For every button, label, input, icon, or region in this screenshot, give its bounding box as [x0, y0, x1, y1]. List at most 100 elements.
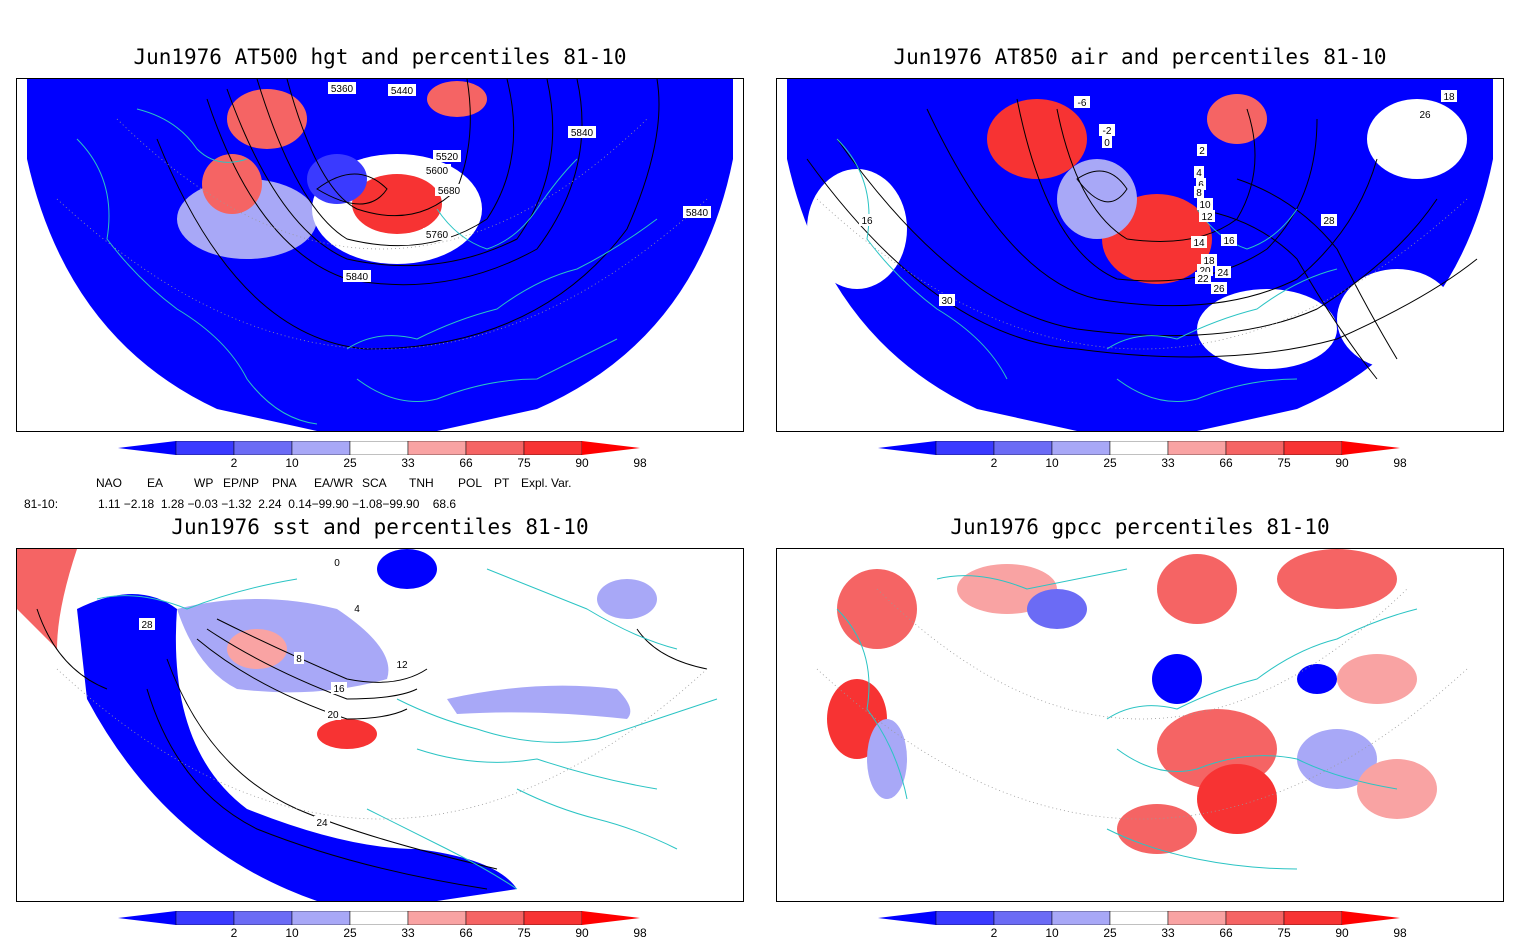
map-panel-gpcc	[776, 548, 1504, 902]
colorbar-segment	[291, 440, 351, 456]
colorbar-tick-label: 10	[285, 456, 299, 470]
colorbar-segment	[291, 910, 351, 926]
colorbar-segment	[175, 440, 235, 456]
svg-text:0: 0	[334, 558, 340, 569]
colorbar-arrow-high	[582, 911, 640, 925]
anomaly-neutral-blob	[1197, 289, 1337, 369]
panel-title-sst: Jun1976 sst and percentiles 81-10	[171, 515, 589, 539]
colorbar-tick-label: 90	[1335, 926, 1349, 940]
map-panel-hgt: 5360 5440 5520 5600 5680 5760 5840 5840 5840	[16, 78, 744, 432]
colorbar-segment	[1167, 440, 1227, 456]
colorbar-segment	[233, 910, 293, 926]
colorbar-segment	[1283, 910, 1343, 926]
contour-label: 5840	[568, 126, 596, 139]
map-panel-air: -6 -2 0 2 4 6 8 10 12 14 16 18 20 22 24 26 28 30 16 18 26	[776, 78, 1504, 432]
svg-text:8: 8	[296, 654, 302, 665]
contour-label: 5520	[433, 150, 461, 163]
height-contours	[156, 79, 660, 350]
map-gpcc-svg	[816, 549, 1468, 870]
colorbar-tick-label: 75	[517, 926, 531, 940]
map-sst-svg: 0 4 8 12 16 20 24 28	[17, 549, 718, 901]
svg-text:5760: 5760	[426, 230, 449, 241]
colorbar-segment	[407, 910, 467, 926]
svg-text:5520: 5520	[436, 152, 459, 163]
contour-label: 28	[1321, 214, 1337, 227]
indices-values: 1.11 −2.18 1.28 −0.03 −1.32 2.24 0.14−99…	[98, 497, 457, 511]
colorbar-tick-label: 75	[517, 456, 531, 470]
anomaly-high-blob	[427, 81, 487, 117]
contour-label: 26	[1211, 282, 1227, 295]
index-header: Expl. Var.	[521, 476, 572, 490]
colorbar-segment	[993, 440, 1053, 456]
contour-label: 5360	[328, 82, 356, 95]
anomaly-neutral-blob	[807, 169, 907, 289]
index-header: NAO	[96, 476, 123, 490]
panel-title-hgt: Jun1976 AT500 hgt and percentiles 81-10	[133, 45, 627, 69]
svg-text:5680: 5680	[438, 186, 461, 197]
anomaly-high-blob	[227, 629, 287, 669]
svg-text:20: 20	[327, 710, 339, 721]
colorbar-segment	[1051, 440, 1111, 456]
colorbar-svg	[878, 440, 1400, 456]
colorbar-air: 2 10 25 33 66 75 90 98	[878, 440, 1407, 472]
panel-title-gpcc: Jun1976 gpcc percentiles 81-10	[950, 515, 1330, 539]
contour-label: 16	[331, 682, 347, 695]
colorbar-tick-label: 90	[575, 456, 589, 470]
colorbar-arrow-high	[1342, 441, 1400, 455]
contour-label: -6	[1074, 96, 1090, 109]
svg-text:10: 10	[1199, 200, 1211, 211]
contour-label: 4	[1194, 166, 1204, 179]
colorbar-segment	[1225, 440, 1285, 456]
anomaly-high-blob	[227, 89, 307, 149]
index-header: SCA	[362, 476, 387, 490]
index-header: POL	[458, 476, 483, 490]
colorbar-tick-label: 2	[990, 456, 998, 470]
contour-label: 30	[939, 294, 955, 307]
contour-label: 28	[139, 618, 155, 631]
colorbar-arrow-low	[878, 911, 936, 925]
colorbar-segment	[523, 910, 583, 926]
colorbar-tick-label: 25	[343, 456, 357, 470]
colorbar-tick-label: 25	[1103, 456, 1117, 470]
colorbar-arrow-low	[878, 441, 936, 455]
contour-label: 22	[1195, 272, 1211, 285]
index-header: TNH	[409, 476, 434, 490]
svg-text:16: 16	[1223, 236, 1235, 247]
panel-title-air: Jun1976 AT850 air and percentiles 81-10	[893, 45, 1387, 69]
colorbar-tick-label: 98	[1393, 456, 1407, 470]
colorbar-segment	[465, 910, 525, 926]
colorbar-tick-label: 10	[1045, 456, 1059, 470]
colorbar-tick-label: 90	[1335, 456, 1349, 470]
colorbar-tick-label: 33	[401, 926, 415, 940]
colorbar-segment	[993, 910, 1053, 926]
svg-text:24: 24	[316, 818, 328, 829]
index-header: EA	[147, 476, 164, 490]
anomaly-high-blob	[317, 719, 377, 749]
map-panel-sst: 0 4 8 12 16 20 24 28	[16, 548, 744, 902]
map-hgt-svg: 5360 5440 5520 5600 5680 5760 5840 5840 5840	[27, 79, 733, 431]
temperature-contours	[806, 98, 1478, 380]
svg-text:12: 12	[396, 660, 408, 671]
contour-label: 20	[325, 708, 341, 721]
colorbar-svg	[118, 910, 640, 926]
colorbar-segment	[1225, 910, 1285, 926]
svg-text:24: 24	[1217, 268, 1229, 279]
contour-label: 10	[1197, 198, 1213, 211]
index-header: EP/NP	[223, 476, 260, 490]
contour-label: 5760	[423, 228, 451, 241]
contour-label: 0	[332, 556, 342, 569]
colorbar-tick-label: 90	[575, 926, 589, 940]
svg-text:12: 12	[1201, 212, 1213, 223]
colorbar-svg	[118, 440, 640, 456]
coastlines	[836, 568, 1418, 870]
svg-text:18: 18	[1443, 92, 1455, 103]
colorbar-segment	[233, 440, 293, 456]
svg-text:6: 6	[1198, 180, 1204, 191]
contour-label: 5680	[435, 184, 463, 197]
svg-text:28: 28	[1323, 216, 1335, 227]
colorbar-segment	[407, 440, 467, 456]
svg-text:8: 8	[1196, 188, 1202, 199]
svg-text:4: 4	[1196, 168, 1202, 179]
colorbar-segment	[523, 440, 583, 456]
svg-text:20: 20	[1199, 266, 1211, 277]
